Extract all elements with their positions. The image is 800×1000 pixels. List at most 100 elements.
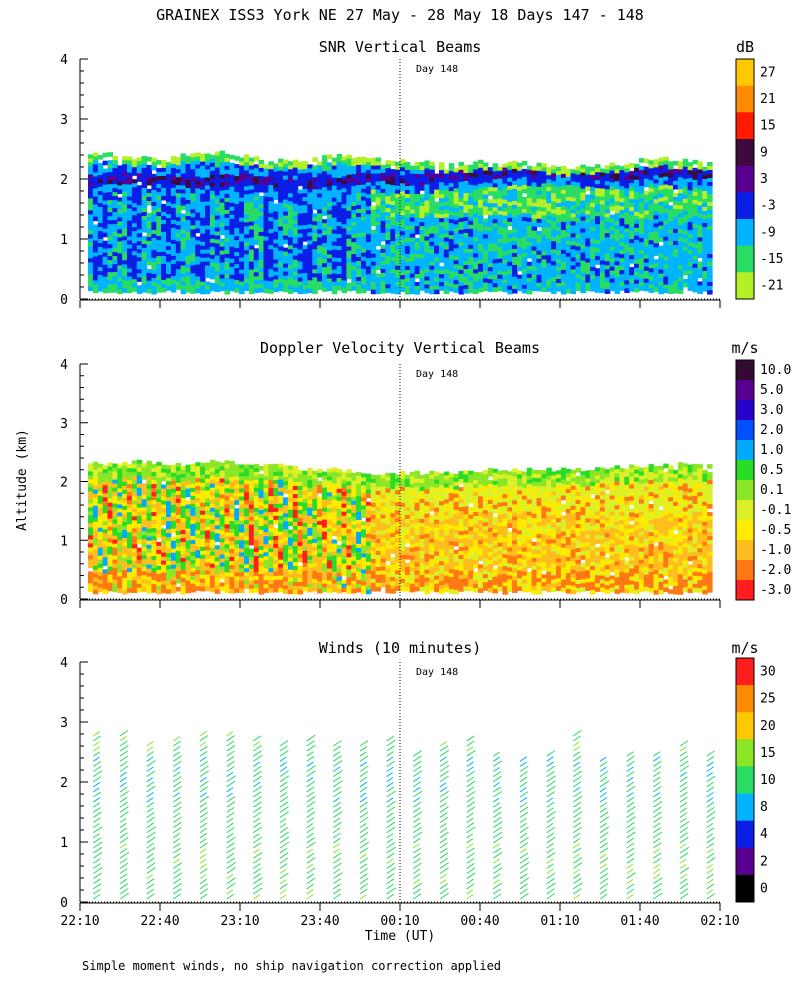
snr-cell: [239, 257, 245, 263]
snr-cell: [292, 267, 299, 273]
snr-cell: [409, 281, 416, 287]
snr-cell: [439, 286, 445, 291]
snr-cell: [356, 157, 362, 162]
snr-cell: [312, 225, 318, 230]
snr-cell: [122, 240, 128, 245]
doppler-cell: [156, 565, 162, 571]
snr-cell: [541, 287, 547, 292]
snr-cell: [273, 211, 279, 217]
snr-cell: [604, 265, 611, 270]
snr-cell: [92, 244, 99, 250]
snr-cell: [292, 275, 299, 281]
snr-cell: [248, 249, 255, 255]
snr-cell: [448, 231, 455, 236]
snr-cell: [531, 214, 538, 220]
doppler-cell: [151, 472, 157, 477]
doppler-cell: [131, 544, 138, 549]
doppler-cell: [170, 476, 177, 482]
snr-cell: [287, 189, 294, 194]
snr-cell: [88, 238, 94, 243]
snr-cell: [526, 285, 533, 291]
snr-cell: [205, 233, 211, 239]
doppler-cell: [127, 536, 133, 541]
snr-cell: [404, 210, 411, 215]
snr-cell: [141, 160, 148, 165]
snr-cell: [512, 180, 518, 186]
snr-cell: [443, 221, 450, 227]
snr-cell: [146, 164, 152, 170]
snr-cell: [404, 242, 411, 247]
doppler-cell: [97, 519, 104, 525]
snr-cell: [687, 250, 694, 255]
snr-cell: [331, 257, 338, 263]
snr-cell: [507, 249, 513, 255]
snr-cell: [653, 159, 659, 164]
snr-cell: [88, 262, 94, 267]
snr-cell: [507, 233, 513, 239]
snr-cell: [209, 242, 216, 248]
doppler-cell: [92, 493, 99, 499]
snr-cell: [395, 213, 401, 219]
snr-cell: [560, 249, 567, 255]
doppler-cell: [102, 489, 109, 494]
snr-cell: [624, 200, 630, 205]
snr-cell: [624, 212, 630, 217]
snr-cell: [341, 208, 347, 213]
snr-cell: [102, 252, 109, 258]
doppler-cell: [190, 555, 196, 561]
snr-cell: [551, 177, 557, 182]
snr-cell: [239, 181, 245, 187]
snr-cell: [170, 271, 177, 277]
snr-cell: [595, 288, 601, 293]
snr-cell: [278, 246, 284, 252]
snr-cell: [156, 248, 162, 253]
snr-cell: [638, 222, 645, 227]
snr-cell: [492, 199, 499, 204]
snr-cell: [253, 288, 260, 293]
snr-cell: [244, 270, 250, 275]
snr-cell: [253, 260, 260, 265]
snr-cell: [697, 193, 703, 198]
doppler-cell: [141, 463, 148, 468]
snr-cell: [175, 157, 182, 162]
snr-cell: [190, 165, 196, 170]
snr-cell: [478, 287, 484, 293]
snr-cell: [331, 189, 338, 195]
snr-cell: [136, 209, 143, 214]
snr-cell: [253, 264, 260, 269]
snr-cell: [326, 202, 333, 207]
snr-cell: [536, 194, 542, 200]
snr-cell: [370, 177, 377, 183]
snr-cell: [590, 207, 596, 212]
snr-cell: [190, 249, 196, 254]
snr-cell: [283, 211, 289, 217]
snr-cell: [526, 185, 533, 191]
snr-cell: [287, 285, 294, 290]
snr-cell: [453, 228, 460, 233]
doppler-cell: [195, 470, 201, 475]
snr-cell: [697, 225, 703, 230]
doppler-cell: [200, 542, 206, 548]
snr-cell: [575, 206, 581, 212]
snr-cell: [234, 232, 240, 237]
snr-cell: [390, 189, 396, 194]
snr-cell: [424, 288, 430, 294]
snr-cell: [643, 274, 650, 280]
snr-cell: [146, 232, 152, 238]
snr-cell: [248, 185, 255, 191]
snr-cell: [404, 270, 411, 275]
doppler-cell: [131, 480, 138, 485]
snr-cell: [102, 200, 109, 206]
snr-cell: [200, 257, 206, 263]
snr-cell: [102, 180, 109, 186]
snr-cell: [526, 205, 533, 211]
snr-cell: [702, 195, 708, 200]
snr-cell: [565, 220, 572, 226]
snr-cell: [224, 241, 230, 247]
snr-cell: [521, 236, 528, 242]
snr-cell: [268, 197, 274, 202]
snr-cell: [239, 185, 245, 191]
doppler-cell: [200, 530, 206, 536]
doppler-cell: [97, 507, 104, 513]
snr-cell: [302, 205, 308, 210]
